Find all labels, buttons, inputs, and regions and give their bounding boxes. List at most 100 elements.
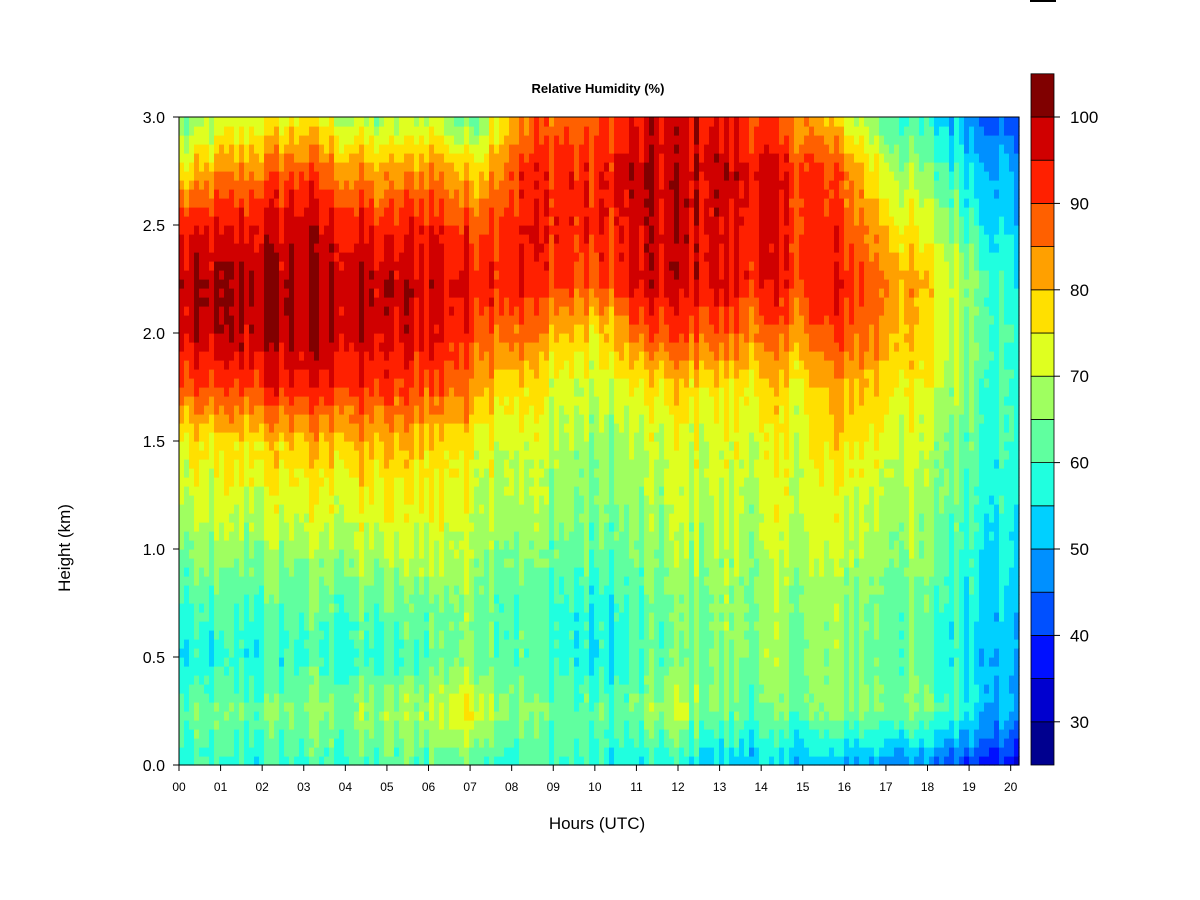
heatmap-cell bbox=[524, 576, 530, 586]
heatmap-cell bbox=[249, 306, 255, 316]
heatmap-cell bbox=[464, 459, 470, 469]
heatmap-cell bbox=[329, 513, 335, 523]
heatmap-cell bbox=[269, 630, 275, 640]
heatmap-cell bbox=[369, 405, 375, 415]
heatmap-cell bbox=[249, 324, 255, 334]
heatmap-cell bbox=[484, 432, 490, 442]
heatmap-cell bbox=[264, 648, 270, 658]
heatmap-cell bbox=[294, 567, 300, 577]
heatmap-cell bbox=[309, 243, 315, 253]
heatmap-cell bbox=[239, 468, 245, 478]
heatmap-cell bbox=[274, 315, 280, 325]
heatmap-cell bbox=[294, 468, 300, 478]
heatmap-cell bbox=[394, 144, 400, 154]
heatmap-cell bbox=[384, 450, 390, 460]
heatmap-cell bbox=[204, 594, 210, 604]
heatmap-cell bbox=[439, 369, 445, 379]
heatmap-cell bbox=[339, 171, 345, 181]
heatmap-cell bbox=[429, 270, 435, 280]
heatmap-cell bbox=[399, 468, 405, 478]
heatmap-cell bbox=[484, 261, 490, 271]
heatmap-cell bbox=[319, 225, 325, 235]
heatmap-cell bbox=[509, 180, 515, 190]
heatmap-cell bbox=[209, 360, 215, 370]
heatmap-cell bbox=[514, 423, 520, 433]
heatmap-cell bbox=[414, 360, 420, 370]
heatmap-cell bbox=[494, 648, 500, 658]
heatmap-cell bbox=[244, 711, 250, 721]
heatmap-cell bbox=[329, 117, 335, 127]
heatmap-cell bbox=[289, 657, 295, 667]
heatmap-cell bbox=[329, 450, 335, 460]
heatmap-cell bbox=[189, 468, 195, 478]
heatmap-cell bbox=[399, 153, 405, 163]
heatmap-cell bbox=[279, 621, 285, 631]
heatmap-cell bbox=[229, 351, 235, 361]
heatmap-cell bbox=[319, 504, 325, 514]
heatmap-cell bbox=[489, 621, 495, 631]
heatmap-cell bbox=[244, 216, 250, 226]
heatmap-cell bbox=[209, 387, 215, 397]
heatmap-cell bbox=[474, 666, 480, 676]
heatmap-cell bbox=[354, 567, 360, 577]
heatmap-cell bbox=[259, 135, 265, 145]
heatmap-cell bbox=[264, 486, 270, 496]
heatmap-cell bbox=[394, 585, 400, 595]
heatmap-cell bbox=[509, 450, 515, 460]
heatmap-cell bbox=[329, 585, 335, 595]
heatmap-cell bbox=[279, 693, 285, 703]
heatmap-cell bbox=[399, 675, 405, 685]
heatmap-cell bbox=[419, 567, 425, 577]
heatmap-cell bbox=[479, 657, 485, 667]
heatmap-cell bbox=[289, 414, 295, 424]
heatmap-cell bbox=[429, 513, 435, 523]
heatmap-cell bbox=[389, 243, 395, 253]
heatmap-cell bbox=[374, 459, 380, 469]
heatmap-cell bbox=[249, 558, 255, 568]
heatmap-cell bbox=[454, 387, 460, 397]
heatmap-cell bbox=[339, 162, 345, 172]
heatmap-cell bbox=[419, 315, 425, 325]
heatmap-cell bbox=[309, 198, 315, 208]
heatmap-cell bbox=[404, 567, 410, 577]
heatmap-cell bbox=[214, 558, 220, 568]
heatmap-cell bbox=[429, 459, 435, 469]
heatmap-cell bbox=[439, 333, 445, 343]
heatmap-cell bbox=[509, 252, 515, 262]
heatmap-cell bbox=[464, 270, 470, 280]
heatmap-cell bbox=[509, 207, 515, 217]
heatmap-cell bbox=[324, 495, 330, 505]
heatmap-cell bbox=[419, 441, 425, 451]
heatmap-cell bbox=[424, 369, 430, 379]
heatmap-cell bbox=[299, 162, 305, 172]
heatmap-cell bbox=[404, 252, 410, 262]
heatmap-cell bbox=[249, 171, 255, 181]
heatmap-cell bbox=[374, 585, 380, 595]
heatmap-cell bbox=[459, 612, 465, 622]
heatmap-cell bbox=[419, 432, 425, 442]
heatmap-cell bbox=[449, 738, 455, 748]
heatmap-cell bbox=[269, 360, 275, 370]
heatmap-cell bbox=[189, 297, 195, 307]
heatmap-cell bbox=[204, 603, 210, 613]
heatmap-cell bbox=[229, 720, 235, 730]
heatmap-cell bbox=[349, 639, 355, 649]
heatmap-cell bbox=[464, 648, 470, 658]
heatmap-cell bbox=[254, 396, 260, 406]
heatmap-cell bbox=[374, 504, 380, 514]
heatmap-cell bbox=[254, 324, 260, 334]
heatmap-cell bbox=[214, 405, 220, 415]
heatmap-cell bbox=[199, 513, 205, 523]
heatmap-cell bbox=[459, 225, 465, 235]
heatmap-cell bbox=[469, 720, 475, 730]
heatmap-cell bbox=[354, 540, 360, 550]
heatmap-cell bbox=[354, 126, 360, 136]
heatmap-cell bbox=[474, 126, 480, 136]
heatmap-cell bbox=[279, 135, 285, 145]
heatmap-cell bbox=[339, 288, 345, 298]
heatmap-cell bbox=[259, 423, 265, 433]
heatmap-cell bbox=[289, 531, 295, 541]
heatmap-cell bbox=[379, 360, 385, 370]
heatmap-cell bbox=[259, 756, 265, 766]
heatmap-cell bbox=[429, 135, 435, 145]
